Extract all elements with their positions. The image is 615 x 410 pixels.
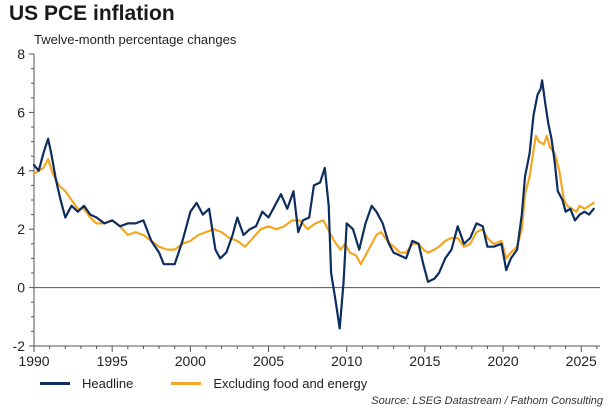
x-tick-label: 1995	[97, 353, 128, 369]
x-tick-label: 2025	[566, 353, 597, 369]
x-tick-label: 2000	[175, 353, 206, 369]
y-tick-label: 8	[17, 46, 25, 62]
legend-label-headline: Headline	[82, 376, 134, 391]
y-tick-label: 0	[17, 280, 25, 296]
axes-layer	[29, 53, 600, 352]
tick-labels: -2 0 2 4 6 8 1990 1995 2000 2005 2010 2015 2020 2025	[13, 46, 597, 369]
chart-subtitle: Twelve-month percentage changes	[34, 32, 237, 47]
series-layer	[32, 79, 595, 330]
x-tick-label: 2010	[331, 353, 362, 369]
y-tick-label: 4	[17, 163, 25, 179]
legend-label-core: Excluding food and energy	[213, 376, 368, 391]
chart-title: US PCE inflation	[9, 2, 175, 25]
x-tick-label: 2020	[487, 353, 518, 369]
y-tick-label: 2	[17, 221, 25, 237]
legend: Headline Excluding food and energy	[40, 376, 405, 391]
legend-item-headline: Headline	[40, 376, 133, 391]
legend-swatch-headline	[40, 382, 70, 385]
x-tick-label: 1990	[18, 353, 49, 369]
series-line-headline	[32, 79, 595, 330]
y-tick-label: -2	[13, 338, 26, 354]
legend-item-core: Excluding food and energy	[171, 376, 367, 391]
y-tick-label: 6	[17, 104, 25, 120]
x-tick-label: 2005	[253, 353, 284, 369]
legend-swatch-core	[171, 382, 202, 385]
source-note: Source: LSEG Datastream / Fathom Consult…	[371, 395, 603, 407]
series-line-core	[32, 134, 595, 266]
x-tick-label: 2015	[409, 353, 440, 369]
